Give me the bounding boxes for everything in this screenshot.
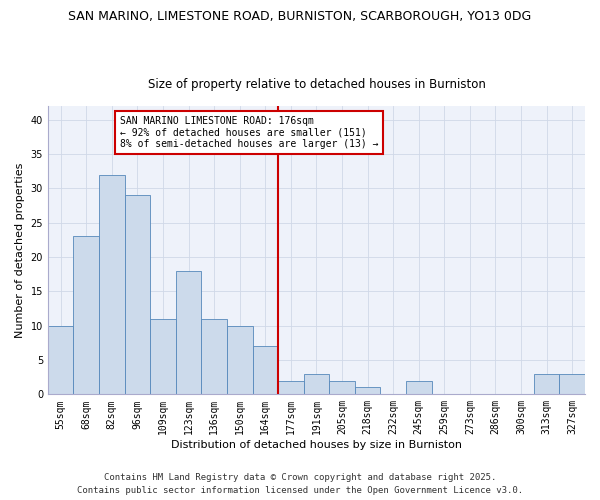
Bar	[99, 174, 125, 394]
Bar	[355, 388, 380, 394]
Bar	[125, 195, 150, 394]
Text: SAN MARINO LIMESTONE ROAD: 176sqm
← 92% of detached houses are smaller (151)
8% : SAN MARINO LIMESTONE ROAD: 176sqm ← 92% …	[119, 116, 378, 150]
Bar	[304, 374, 329, 394]
X-axis label: Distribution of detached houses by size in Burniston: Distribution of detached houses by size …	[171, 440, 462, 450]
Bar	[150, 319, 176, 394]
Bar	[534, 374, 559, 394]
Bar	[559, 374, 585, 394]
Bar	[406, 380, 431, 394]
Text: SAN MARINO, LIMESTONE ROAD, BURNISTON, SCARBOROUGH, YO13 0DG: SAN MARINO, LIMESTONE ROAD, BURNISTON, S…	[68, 10, 532, 23]
Text: Contains HM Land Registry data © Crown copyright and database right 2025.
Contai: Contains HM Land Registry data © Crown c…	[77, 474, 523, 495]
Bar	[329, 380, 355, 394]
Bar	[73, 236, 99, 394]
Bar	[176, 271, 202, 394]
Bar	[278, 380, 304, 394]
Bar	[253, 346, 278, 395]
Bar	[202, 319, 227, 394]
Y-axis label: Number of detached properties: Number of detached properties	[15, 162, 25, 338]
Title: Size of property relative to detached houses in Burniston
: Size of property relative to detached ho…	[148, 78, 485, 106]
Bar	[227, 326, 253, 394]
Bar	[48, 326, 73, 394]
